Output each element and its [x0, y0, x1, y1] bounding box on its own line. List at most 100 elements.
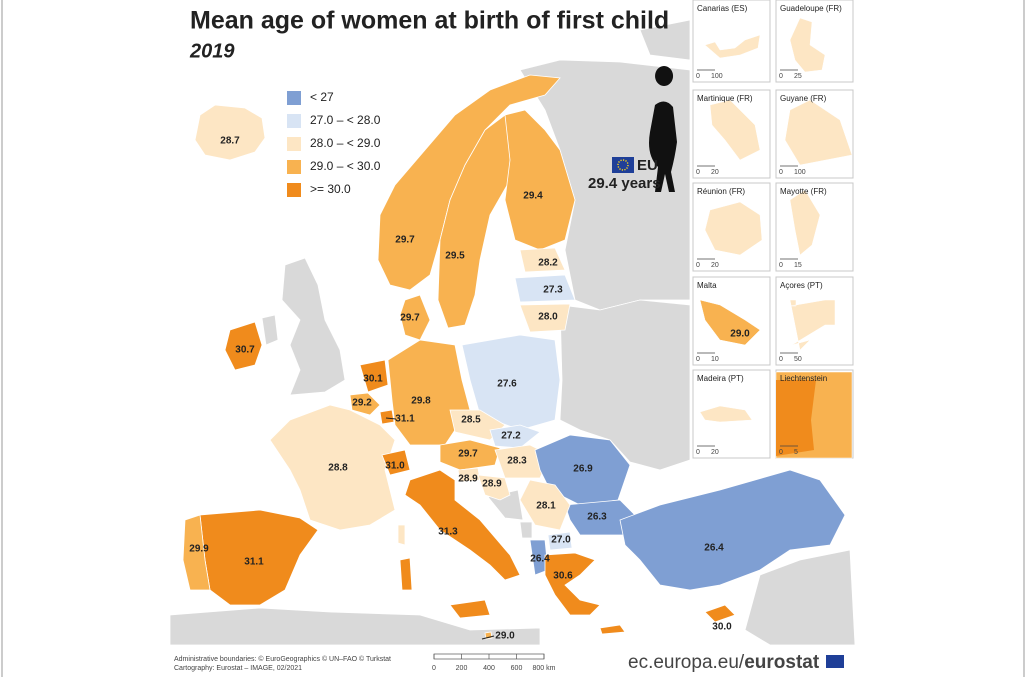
inset-scale-label: 0 [696, 262, 700, 269]
region-label: 29.7 [400, 313, 420, 324]
inset-scale-label: 50 [794, 356, 802, 363]
inset-title: Canarias (ES) [697, 4, 748, 13]
region-shape [397, 524, 406, 546]
land [519, 521, 533, 539]
region-shape [619, 469, 846, 591]
inset-scale-label: 25 [794, 73, 802, 80]
land [169, 607, 541, 646]
legend-swatch [287, 114, 301, 128]
region-label: 29.8 [411, 396, 431, 407]
region-shape [224, 321, 263, 371]
region-label: 27.6 [497, 379, 517, 390]
region-label: 30.1 [363, 374, 383, 385]
credit: Cartography: Eurostat – IMAGE, 02/2021 [174, 665, 302, 672]
region-shape [599, 624, 626, 635]
region-shape [379, 409, 395, 425]
region-shape [547, 531, 573, 551]
region-label: 29.7 [458, 449, 478, 460]
region-shape [704, 604, 736, 623]
eu-figure: EU 29.4 years [588, 66, 677, 192]
inset-shape [789, 17, 826, 73]
scale-label: 800 km [533, 665, 556, 672]
inset-title: Açores (PT) [780, 281, 823, 290]
region-label: 28.7 [220, 136, 240, 147]
inset-scale-label: 20 [711, 449, 719, 456]
region-label: 29.2 [352, 398, 372, 409]
land [559, 299, 691, 471]
region-label: 29.0 [495, 631, 515, 642]
region-shape [519, 303, 571, 333]
inset-shape [784, 99, 853, 166]
scale-label: 0 [432, 665, 436, 672]
inset-frame [775, 182, 854, 272]
region-label: 29.9 [189, 544, 209, 555]
region-label: 29.7 [395, 235, 415, 246]
inset-title: Mayotte (FR) [780, 187, 827, 196]
region-shape [194, 104, 266, 161]
inset-scale-label: 100 [794, 169, 806, 176]
region-label: 28.5 [461, 415, 481, 426]
site: ec.europa.eu/eurostat [628, 652, 820, 673]
eu-label: EU [637, 157, 658, 174]
legend-swatch [287, 160, 301, 174]
inset-scale-label: 0 [696, 449, 700, 456]
legend-label: < 27 [310, 90, 334, 104]
region-shape [349, 392, 381, 416]
scale-bar: 0 200 400 600 800 km [432, 653, 556, 672]
inset-shape [704, 201, 763, 256]
inset-scale-label: 0 [779, 169, 783, 176]
inset-shape [789, 189, 821, 256]
inset-shape [699, 405, 753, 423]
land [744, 549, 856, 646]
leader-line [481, 635, 495, 640]
title: Mean age of women at birth of first chil… [190, 7, 669, 35]
region-label: 31.1 [395, 414, 415, 425]
region-label: 30.7 [235, 345, 255, 356]
region-shape [359, 359, 389, 393]
region-shape [269, 404, 396, 531]
inset-shape [704, 34, 761, 59]
land [261, 314, 279, 346]
legend-label: >= 30.0 [310, 182, 351, 196]
inset-title: Guadeloupe (FR) [780, 4, 842, 13]
region-shape [544, 552, 601, 616]
inset-shape [789, 299, 836, 351]
region-label: 28.0 [538, 312, 558, 323]
land [639, 19, 691, 61]
eu-flag [612, 157, 634, 173]
inset-shape [776, 380, 816, 456]
region-shape [489, 424, 541, 449]
site-brand: eurostat [744, 652, 820, 673]
region-shape [399, 557, 413, 591]
legend-label: 27.0 – < 28.0 [310, 113, 381, 127]
region-label: 31.3 [438, 527, 458, 538]
eu-value: 29.4 years [588, 175, 661, 192]
region-label: 26.4 [530, 554, 550, 565]
inset-title: Liechtenstein [780, 374, 827, 383]
inset-title: Guyane (FR) [780, 94, 827, 103]
region-label: 30.6 [553, 571, 573, 582]
legend-label: 29.0 – < 30.0 [310, 159, 381, 173]
region-label: 27.0 [551, 535, 571, 546]
region-shape [514, 274, 576, 303]
inset-scale-label: 0 [696, 169, 700, 176]
region-shape [477, 474, 511, 501]
inset-scale-label: 20 [711, 262, 719, 269]
inset-value: 29.0 [730, 329, 750, 340]
inset-scale-label: 0 [779, 262, 783, 269]
region-label: 29.5 [445, 251, 465, 262]
credit: Administrative boundaries: © EuroGeograp… [174, 655, 391, 663]
region-shape [404, 469, 521, 581]
region-label: 28.3 [507, 456, 527, 467]
region-label: 29.4 [523, 191, 543, 202]
region-shape [461, 334, 561, 431]
land [281, 257, 346, 396]
inset-scale-label: 10 [711, 356, 719, 363]
region-label: 26.4 [704, 543, 724, 554]
site-url: ec.europa.eu/ [628, 652, 745, 673]
inset-shape [709, 99, 761, 161]
region-label: 26.3 [587, 512, 607, 523]
eu-stars [617, 159, 629, 171]
region-label: 28.8 [328, 463, 348, 474]
